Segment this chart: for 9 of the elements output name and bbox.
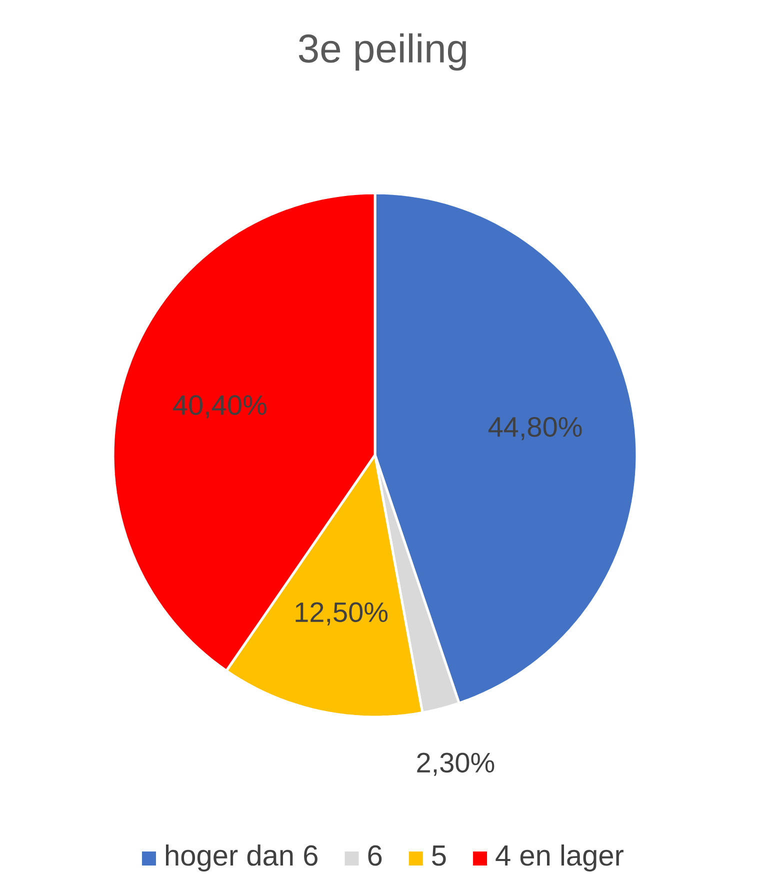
data-label: 44,80% (488, 417, 582, 440)
data-label: 12,50% (296, 602, 388, 626)
data-label: 2,30% (417, 752, 494, 776)
legend-label: 6 (368, 845, 382, 866)
data-label: 40,40% (173, 395, 266, 418)
legend-label: 5 (432, 846, 446, 866)
chart-title: 3e peiling (298, 33, 466, 71)
legend-label: 4 en lager (496, 844, 624, 872)
legend-label: hoger dan 6 (166, 844, 318, 872)
